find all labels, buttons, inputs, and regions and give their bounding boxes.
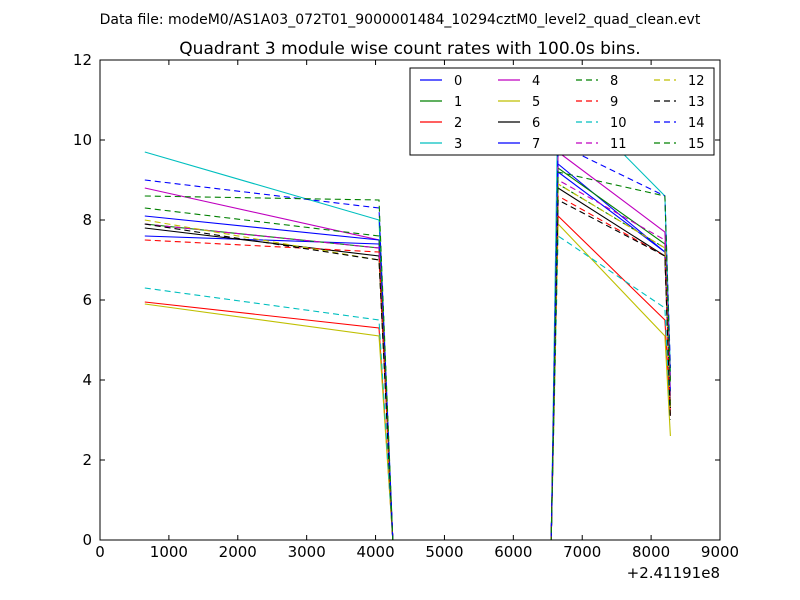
- legend-label-2: 2: [454, 116, 462, 131]
- legend-label-7: 7: [532, 137, 540, 152]
- series-line-14: [144, 143, 671, 541]
- y-tick-label: 0: [82, 531, 92, 549]
- legend-label-8: 8: [610, 74, 618, 89]
- figure-suptitle: Data file: modeM0/AS1A03_072T01_90000014…: [100, 12, 701, 28]
- legend-label-12: 12: [688, 74, 705, 89]
- x-tick-label: 2000: [219, 543, 257, 561]
- legend-label-13: 13: [688, 95, 705, 110]
- series-line-13: [144, 199, 671, 541]
- x-tick-label: 9000: [701, 543, 739, 561]
- y-tick-label: 4: [82, 371, 92, 389]
- legend-label-9: 9: [610, 95, 618, 110]
- legend-label-3: 3: [454, 137, 462, 152]
- axis-ticks: 0 1000 2000 3000 4000 5000 6000 7000 8000 9000 0 2 4…: [73, 51, 739, 561]
- x-tick-label: 8000: [632, 543, 670, 561]
- x-tick-label: 0: [95, 543, 105, 561]
- chart-title: Quadrant 3 module wise count rates with …: [179, 39, 640, 59]
- x-tick-label: 5000: [425, 543, 463, 561]
- legend-label-6: 6: [532, 116, 540, 131]
- series-line-6: [144, 187, 671, 541]
- y-tick-label: 8: [82, 211, 92, 229]
- series-line-8: [144, 183, 671, 541]
- series-line-7: [144, 170, 671, 541]
- legend-label-4: 4: [532, 74, 540, 89]
- legend-label-15: 15: [688, 137, 705, 152]
- x-tick-label: 3000: [288, 543, 326, 561]
- x-tick-label: 7000: [563, 543, 601, 561]
- legend-label-5: 5: [532, 95, 540, 110]
- legend-label-0: 0: [454, 74, 462, 89]
- x-tick-label: 4000: [356, 543, 394, 561]
- series-line-5: [144, 222, 671, 541]
- x-tick-label: 6000: [494, 543, 532, 561]
- series-line-9: [144, 195, 671, 541]
- series-line-4: [144, 150, 671, 541]
- x-tick-label: 1000: [150, 543, 188, 561]
- legend-label-14: 14: [688, 116, 705, 131]
- x-offset-label: +2.41191e8: [627, 564, 720, 582]
- series-line-15: [144, 171, 671, 541]
- y-tick-label: 2: [82, 451, 92, 469]
- legend-box: [409, 67, 715, 156]
- y-tick-label: 6: [82, 291, 92, 309]
- y-tick-label: 10: [73, 131, 92, 149]
- series-layer: [144, 86, 671, 541]
- y-tick-label: 12: [73, 51, 92, 69]
- legend-label-11: 11: [610, 137, 627, 152]
- series-line-0: [144, 162, 671, 541]
- legend-label-10: 10: [610, 116, 627, 131]
- series-line-3: [144, 86, 671, 541]
- legend-label-1: 1: [454, 95, 462, 110]
- series-line-11: [144, 179, 671, 541]
- series-line-10: [144, 234, 671, 541]
- series-line-2: [144, 214, 671, 541]
